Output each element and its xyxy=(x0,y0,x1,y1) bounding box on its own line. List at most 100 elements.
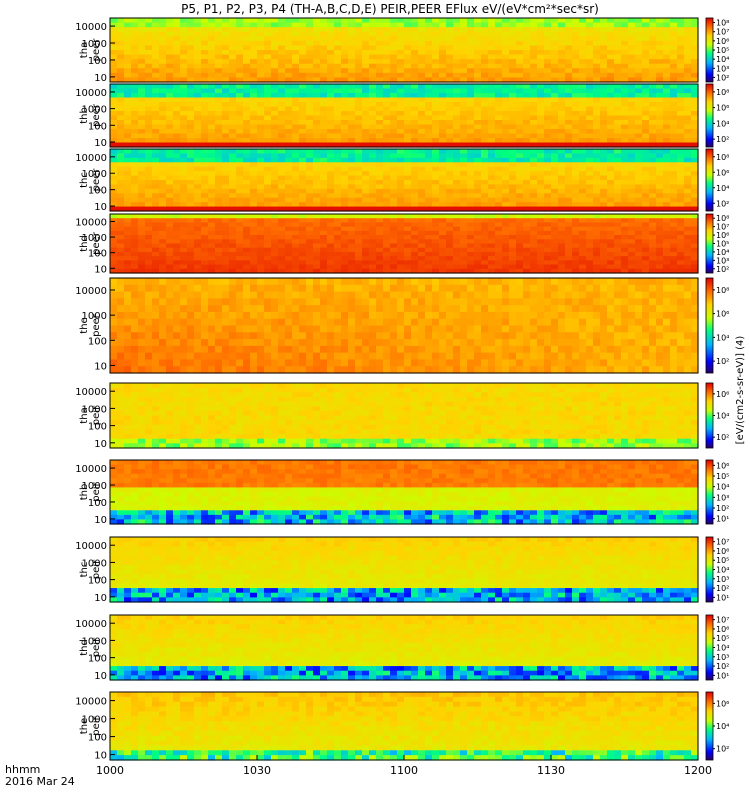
heatmap-cell xyxy=(649,230,657,236)
heatmap-cell xyxy=(628,247,636,253)
heatmap-cell xyxy=(110,45,118,51)
heatmap-cell xyxy=(299,206,307,212)
heatmap-cell xyxy=(579,22,587,28)
heatmap-cell xyxy=(453,31,461,37)
heatmap-cell xyxy=(285,36,293,42)
heatmap-cell xyxy=(551,97,559,103)
heatmap-cell xyxy=(229,115,237,121)
heatmap-cell xyxy=(614,115,622,121)
heatmap-cell xyxy=(572,106,580,112)
heatmap-cell xyxy=(285,124,293,130)
heatmap-cell xyxy=(628,226,636,232)
heatmap-cell xyxy=(663,230,671,236)
heatmap-cell xyxy=(138,171,146,177)
heatmap-cell xyxy=(194,184,202,190)
heatmap-cell xyxy=(152,325,160,333)
heatmap-cell xyxy=(138,63,146,69)
heatmap-cell xyxy=(572,166,580,172)
heatmap-cell xyxy=(642,235,650,240)
heatmap-cell xyxy=(572,235,580,240)
heatmap-cell xyxy=(257,260,265,266)
heatmap-cell xyxy=(600,63,608,69)
heatmap-cell xyxy=(117,202,125,208)
heatmap-cell xyxy=(271,188,279,194)
heatmap-cell xyxy=(390,54,398,60)
heatmap-cell xyxy=(222,124,230,130)
heatmap-cell xyxy=(684,120,692,126)
heatmap-cell xyxy=(432,50,440,56)
heatmap-cell xyxy=(278,27,286,33)
heatmap-cell xyxy=(194,256,202,261)
heatmap-cell xyxy=(530,188,538,194)
heatmap-cell xyxy=(467,72,475,79)
heatmap-cell xyxy=(355,235,363,240)
heatmap-cell xyxy=(229,162,237,168)
heatmap-cell xyxy=(278,133,286,139)
heatmap-cell xyxy=(649,45,657,51)
heatmap-cell xyxy=(607,138,615,144)
heatmap-cell xyxy=(369,184,377,190)
heatmap-cell xyxy=(362,206,370,212)
heatmap-cell xyxy=(299,40,307,47)
heatmap-cell xyxy=(390,218,398,224)
heatmap-cell xyxy=(117,251,125,257)
heatmap-cell xyxy=(670,27,678,33)
heatmap-cell xyxy=(460,153,468,159)
heatmap-cell xyxy=(355,260,363,266)
heatmap-cell xyxy=(257,93,265,99)
heatmap-cell xyxy=(551,63,559,69)
heatmap-cell xyxy=(173,197,181,203)
heatmap-cell xyxy=(502,260,510,266)
heatmap-cell xyxy=(306,243,314,249)
heatmap-cell xyxy=(299,72,307,79)
heatmap-cell xyxy=(173,260,181,266)
heatmap-cell xyxy=(530,260,538,266)
heatmap-cell xyxy=(376,206,384,212)
heatmap-cell xyxy=(558,40,566,47)
heatmap-cell xyxy=(509,175,517,181)
heatmap-cell xyxy=(453,84,461,90)
heatmap-cell xyxy=(439,256,447,261)
heatmap-cell xyxy=(390,31,398,37)
heatmap-cell xyxy=(257,235,265,240)
heatmap-cell xyxy=(509,97,517,103)
heatmap-cell xyxy=(537,243,545,249)
heatmap-cell xyxy=(159,106,167,112)
heatmap-cell xyxy=(159,197,167,203)
heatmap-cell xyxy=(124,332,132,340)
heatmap-cell xyxy=(250,166,258,172)
heatmap-cell xyxy=(432,184,440,190)
heatmap-cell xyxy=(369,124,377,130)
heatmap-cell xyxy=(166,120,174,126)
heatmap-cell xyxy=(439,243,447,249)
heatmap-cell xyxy=(670,149,678,155)
heatmap-cell xyxy=(530,45,538,51)
heatmap-cell xyxy=(215,235,223,240)
heatmap-cell xyxy=(236,175,244,181)
heatmap-cell xyxy=(180,77,188,83)
heatmap-cell xyxy=(341,88,349,94)
heatmap-cell xyxy=(229,202,237,208)
heatmap-cell xyxy=(327,162,335,168)
heatmap-cell xyxy=(691,197,699,203)
heatmap-cell xyxy=(236,239,244,245)
heatmap-cell xyxy=(166,142,174,148)
heatmap-cell xyxy=(530,97,538,103)
heatmap-cell xyxy=(320,22,328,28)
heatmap-cell xyxy=(530,120,538,126)
heatmap-cell xyxy=(159,142,167,148)
heatmap-cell xyxy=(551,247,559,253)
heatmap-cell xyxy=(180,268,188,274)
heatmap-cell xyxy=(278,45,286,51)
heatmap-cell xyxy=(481,153,489,159)
heatmap-cell xyxy=(320,188,328,194)
heatmap-cell xyxy=(201,359,209,367)
heatmap-cell xyxy=(579,31,587,37)
heatmap-cell xyxy=(621,40,629,47)
heatmap-cell xyxy=(355,239,363,245)
heatmap-cell xyxy=(467,206,475,212)
heatmap-cell xyxy=(481,230,489,236)
heatmap-cell xyxy=(271,175,279,181)
heatmap-cell xyxy=(327,256,335,261)
heatmap-cell xyxy=(593,84,601,90)
